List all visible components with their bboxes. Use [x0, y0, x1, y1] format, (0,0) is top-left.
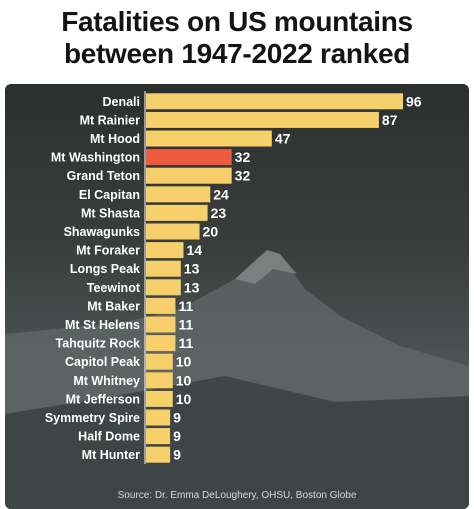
source-note: Source: Dr. Emma DeLoughery, OHSU, Bosto…	[117, 490, 357, 501]
value-label-mt-shasta: 23	[211, 205, 227, 221]
value-label-mt-jefferson: 10	[176, 391, 192, 407]
category-label-mt-hood: Mt Hood	[90, 132, 140, 146]
value-label-mt-foraker: 14	[186, 242, 202, 258]
value-label-mt-hood: 47	[275, 131, 291, 147]
chart-title: Fatalities on US mountains between 1947-…	[0, 6, 474, 70]
value-label-mt-washington: 32	[235, 149, 251, 165]
category-label-grand-teton: Grand Teton	[67, 169, 140, 183]
value-label-symmetry-spire: 9	[173, 410, 181, 426]
bar-denali	[146, 93, 403, 110]
bar-el-capitan	[146, 186, 211, 203]
category-label-symmetry-spire: Symmetry Spire	[45, 411, 140, 425]
bar-mt-baker	[146, 297, 176, 314]
bar-tahquitz-rock	[146, 335, 176, 352]
value-label-teewinot: 13	[184, 279, 200, 295]
bar-mt-st-helens	[146, 316, 176, 333]
category-label-denali: Denali	[102, 95, 140, 109]
bar-mt-jefferson	[146, 390, 173, 407]
value-label-mt-baker: 11	[178, 298, 193, 314]
value-label-capitol-peak: 10	[176, 354, 192, 370]
bar-mt-whitney	[146, 372, 173, 389]
bar-mt-washington	[146, 149, 232, 166]
category-label-mt-jefferson: Mt Jefferson	[66, 392, 140, 406]
bar-mt-hunter	[146, 446, 171, 463]
bar-mt-shasta	[146, 204, 208, 221]
bar-capitol-peak	[146, 353, 173, 370]
value-label-grand-teton: 32	[235, 168, 251, 184]
bar-half-dome	[146, 428, 171, 445]
category-label-capitol-peak: Capitol Peak	[65, 355, 140, 369]
title-line-1: Fatalities on US mountains	[61, 6, 413, 37]
value-label-el-capitan: 24	[213, 186, 229, 202]
category-label-mt-shasta: Mt Shasta	[81, 206, 141, 220]
value-label-half-dome: 9	[173, 428, 181, 444]
category-label-mt-whitney: Mt Whitney	[73, 374, 140, 388]
bar-mt-rainier	[146, 111, 379, 128]
value-label-mt-st-helens: 11	[178, 317, 193, 333]
category-label-teewinot: Teewinot	[87, 281, 141, 295]
chart-panel: Denali 96 Mt Rainier 87 Mt Hood 47 Mt Washingt…	[5, 84, 469, 509]
category-label-longs-peak: Longs Peak	[70, 262, 140, 276]
category-label-half-dome: Half Dome	[78, 430, 140, 444]
category-label-mt-st-helens: Mt St Helens	[65, 318, 140, 332]
bar-chart: Denali 96 Mt Rainier 87 Mt Hood 47 Mt Washingt…	[45, 91, 422, 464]
category-label-mt-hunter: Mt Hunter	[82, 448, 140, 462]
value-label-tahquitz-rock: 11	[178, 335, 193, 351]
value-label-mt-hunter: 9	[173, 447, 181, 463]
bar-teewinot	[146, 279, 181, 296]
category-label-el-capitan: El Capitan	[79, 188, 140, 202]
title-line-2: between 1947-2022 ranked	[63, 38, 411, 69]
bar-symmetry-spire	[146, 409, 171, 426]
bar-longs-peak	[146, 260, 181, 277]
bar-grand-teton	[146, 167, 232, 184]
value-label-mt-whitney: 10	[176, 372, 192, 388]
bar-mt-foraker	[146, 242, 184, 259]
value-label-mt-rainier: 87	[382, 112, 398, 128]
category-label-mt-washington: Mt Washington	[51, 151, 140, 165]
bar-shawagunks	[146, 223, 200, 240]
value-label-shawagunks: 20	[203, 224, 219, 240]
category-label-shawagunks: Shawagunks	[64, 225, 140, 239]
category-label-tahquitz-rock: Tahquitz Rock	[56, 337, 141, 351]
category-label-mt-rainier: Mt Rainier	[80, 113, 141, 127]
mountain-background-image	[5, 250, 469, 509]
bar-mt-hood	[146, 130, 272, 147]
value-label-longs-peak: 13	[184, 261, 200, 277]
category-label-mt-baker: Mt Baker	[87, 299, 140, 313]
category-label-mt-foraker: Mt Foraker	[76, 244, 140, 258]
value-label-denali: 96	[406, 93, 422, 109]
